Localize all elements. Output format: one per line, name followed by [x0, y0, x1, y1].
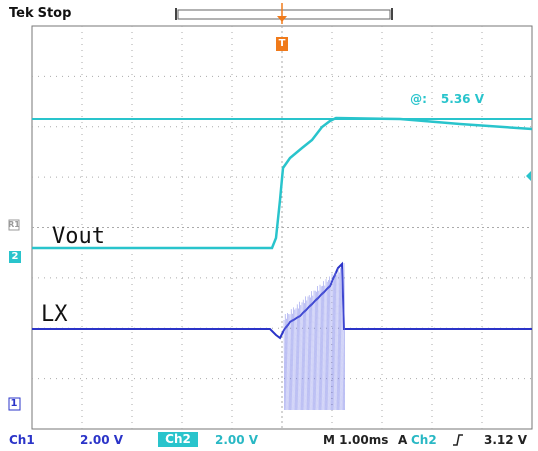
burst-stroke [312, 295, 314, 411]
measurement-symbol: @: [410, 92, 427, 106]
ch1-lx-trace [32, 261, 532, 340]
ref-marker-label: R1 [8, 220, 20, 229]
burst-stroke [314, 290, 317, 411]
burst-stroke [305, 296, 307, 411]
burst-stroke [317, 286, 319, 411]
graticule-grid [32, 26, 532, 429]
burst-stroke [290, 309, 293, 411]
scope-header: Tek Stop [0, 0, 538, 26]
burst-stroke [298, 308, 300, 411]
ch2-marker-label: 2 [11, 251, 19, 262]
ref-marker-box [8, 219, 20, 231]
burst-stroke [284, 314, 287, 411]
burst-stroke [292, 313, 294, 411]
burst-stroke [287, 313, 289, 411]
vout-label: Vout [52, 224, 105, 249]
rising-edge-icon [453, 434, 463, 446]
lx-label: LX [41, 302, 68, 327]
trigger-level: 3.12 V [484, 433, 528, 447]
measurement-value: 5.36 V [440, 92, 484, 106]
burst-stroke [307, 296, 309, 411]
burst-stroke [289, 314, 291, 411]
burst-stroke [288, 314, 290, 411]
ch1-marker-label: 1 [10, 398, 18, 409]
burst-stroke [334, 274, 336, 411]
ch2-level-marker [9, 251, 21, 263]
ch1-name: Ch1 [9, 433, 35, 447]
burst-stroke [316, 291, 318, 411]
trigger-position-icon [277, 16, 287, 22]
burst-stroke [308, 295, 311, 411]
burst-stroke [340, 268, 342, 411]
burst-stroke [306, 300, 308, 411]
ch1-level-marker [8, 397, 21, 411]
burst-stroke [331, 273, 333, 411]
burst-stroke [319, 284, 321, 411]
burst-stroke [341, 267, 343, 411]
burst-stroke [310, 297, 312, 411]
burst-stroke [328, 280, 330, 411]
burst-stroke [299, 301, 301, 411]
burst-stroke [324, 285, 326, 411]
burst-stroke [294, 309, 296, 411]
burst-stroke [320, 286, 323, 411]
burst-stroke [329, 276, 331, 411]
burst-stroke [343, 263, 345, 411]
burst-stroke [302, 299, 305, 411]
burst-stroke [325, 279, 327, 411]
timebase: M 1.00ms [323, 433, 389, 447]
burst-stroke [323, 281, 325, 411]
ch2-name-badge: Ch2 [158, 432, 198, 447]
burst-stroke [313, 290, 315, 411]
burst-stroke [342, 269, 344, 411]
burst-stroke [311, 291, 313, 411]
burst-stroke [335, 271, 337, 411]
burst-stroke [318, 290, 320, 411]
brand-label: Tek [9, 6, 34, 21]
burst-stroke [301, 302, 303, 411]
measurement-readout: @: 5.36 V [410, 92, 484, 106]
burst-stroke [336, 274, 338, 411]
burst-stroke [322, 285, 324, 411]
ch1-scale: 2.00 V [80, 433, 124, 447]
burst-stroke [286, 318, 288, 411]
burst-stroke [296, 304, 299, 411]
status-footer: Ch1 2.00 V Ch2 2.00 V M 1.00ms A Ch2 3.1… [0, 429, 538, 451]
burst-stroke [337, 268, 339, 411]
burst-stroke [338, 272, 341, 411]
burst-stroke [304, 303, 306, 411]
ch2-vout-trace [32, 116, 533, 250]
burst-stroke [332, 277, 335, 411]
acquisition-state: Stop [37, 6, 72, 21]
ch2-trigger-level-icon [526, 171, 531, 181]
brand-status: Tek Stop [9, 6, 71, 21]
trigger-source: Ch2 [411, 433, 437, 447]
burst-stroke [295, 308, 297, 411]
burst-stroke [283, 320, 285, 411]
ch2-scale: 2.00 V [215, 433, 259, 447]
trigger-marker-label: T [276, 37, 288, 51]
burst-stroke [300, 305, 302, 411]
burst-stroke [330, 280, 332, 411]
record-view-bar [175, 3, 393, 24]
trigger-mode: A [398, 433, 408, 447]
burst-stroke [326, 281, 329, 411]
burst-stroke [293, 307, 295, 411]
lx-switching-burst [283, 263, 345, 411]
